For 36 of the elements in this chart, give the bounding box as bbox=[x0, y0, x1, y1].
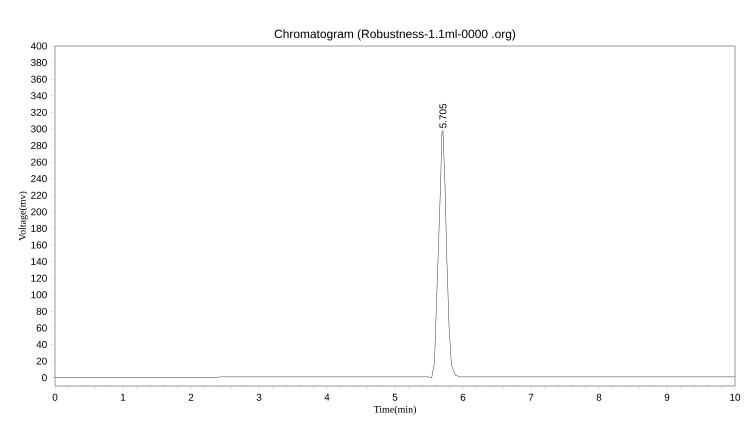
y-tick-label: 300 bbox=[30, 125, 47, 132]
y-axis-title: Voltage(mv) bbox=[18, 192, 28, 241]
y-tick-label: 380 bbox=[30, 59, 47, 66]
x-tick-label: 10 bbox=[730, 394, 740, 401]
x-tick-label: 1 bbox=[120, 394, 126, 401]
x-tick-label: 6 bbox=[460, 394, 466, 401]
y-tick-label: 280 bbox=[31, 142, 47, 150]
y-tick-label: 100 bbox=[31, 291, 47, 298]
x-tick-label: 8 bbox=[596, 394, 602, 401]
y-tick-label: 120 bbox=[31, 274, 47, 282]
x-tick-label: 4 bbox=[324, 394, 330, 401]
x-tick-label: 3 bbox=[256, 394, 262, 401]
y-tick-label: 320 bbox=[30, 108, 47, 116]
y-tick-label: 240 bbox=[31, 175, 47, 182]
y-tick-label: 160 bbox=[31, 242, 47, 249]
y-tick-label: 0 bbox=[42, 374, 47, 382]
y-tick-label: 40 bbox=[36, 341, 47, 348]
y-tick-label: 60 bbox=[36, 324, 47, 332]
x-tick-label: 9 bbox=[664, 394, 670, 401]
y-tick-label: 140 bbox=[31, 258, 47, 266]
x-tick-label: 0 bbox=[52, 394, 58, 401]
y-tick-label: 400 bbox=[30, 42, 47, 50]
y-tick-label: 200 bbox=[31, 208, 47, 216]
y-tick-label: 20 bbox=[36, 358, 47, 365]
y-tick-label: 340 bbox=[30, 92, 47, 100]
y-tick-label: 80 bbox=[36, 308, 47, 315]
x-tick-label: 7 bbox=[528, 394, 534, 401]
x-tick-label: 2 bbox=[188, 394, 194, 401]
y-tick-label: 360 bbox=[30, 76, 47, 83]
y-tick-label: 260 bbox=[31, 158, 47, 166]
chart-title: Chromatogram (Robustness-1.1ml-0000 .org) bbox=[274, 29, 516, 41]
y-tick-label: 220 bbox=[31, 192, 47, 199]
annotation: 5.705 bbox=[439, 104, 446, 128]
x-axis-title: Time(min) bbox=[374, 406, 416, 415]
y-tick-label: 180 bbox=[31, 224, 47, 232]
x-tick-label: 5 bbox=[392, 394, 398, 401]
